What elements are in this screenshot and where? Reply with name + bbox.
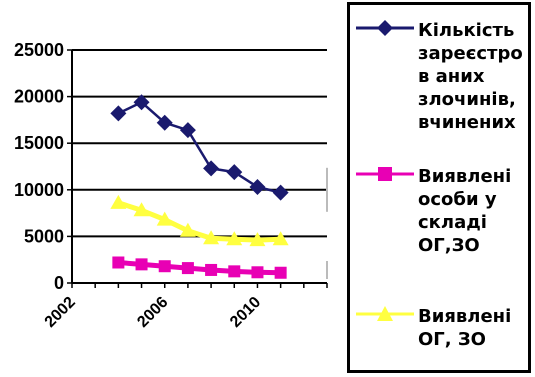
data-point [179, 222, 196, 237]
data-point [203, 160, 220, 177]
series-3 [110, 194, 289, 247]
data-point [249, 179, 266, 196]
data-point [179, 122, 196, 139]
data-point [156, 114, 173, 131]
data-point [133, 202, 150, 217]
legend-marker-triangle-icon [356, 306, 414, 321]
data-point [110, 194, 127, 209]
data-point [181, 262, 194, 275]
legend: Кількість зареєстров аних злочинів, вчин… [347, 2, 531, 373]
data-point [133, 94, 150, 111]
x-tick-label: 2010 [227, 294, 264, 331]
y-tick-label: 0 [54, 273, 64, 293]
y-tick-label: 5000 [24, 226, 64, 246]
x-tick-label: 2002 [42, 294, 79, 331]
data-point [226, 164, 243, 181]
legend-label-detected-groups: Виявлені ОГ, ЗО [418, 306, 512, 350]
series-lines [110, 94, 289, 279]
data-point [135, 258, 148, 271]
data-point [110, 105, 127, 122]
data-point [228, 265, 241, 278]
data-point [226, 231, 243, 246]
data-point [249, 232, 266, 247]
data-point [203, 230, 220, 245]
gridlines [72, 49, 328, 279]
data-point [158, 260, 171, 273]
legend-marker-diamond-icon [356, 20, 414, 36]
series-2 [112, 256, 287, 279]
y-tick-label: 25000 [14, 40, 64, 60]
legend-marker-square-icon [356, 167, 414, 181]
legend-label-registered-crimes: Кількість зареєстров аних злочинів, вчин… [418, 20, 523, 133]
x-tick-label: 2006 [134, 294, 171, 331]
series-line [117, 100, 281, 194]
data-point [156, 211, 173, 226]
series-1 [110, 94, 289, 201]
data-point [205, 263, 218, 276]
data-point [272, 184, 289, 201]
data-point [112, 256, 125, 269]
y-tick-label: 10000 [14, 180, 64, 200]
data-point [272, 231, 289, 246]
data-point [274, 266, 287, 279]
y-axis-ticks: 0 5000 10000 15000 20000 25000 [14, 40, 64, 293]
axes [67, 49, 328, 288]
y-tick-label: 20000 [14, 87, 64, 107]
data-point [251, 266, 264, 279]
y-tick-label: 15000 [14, 133, 64, 153]
x-axis-ticks: 2002 2006 2010 [42, 294, 265, 331]
legend-label-persons-in-groups: Виявлені особи у складі ОГ,ЗО [418, 166, 512, 256]
